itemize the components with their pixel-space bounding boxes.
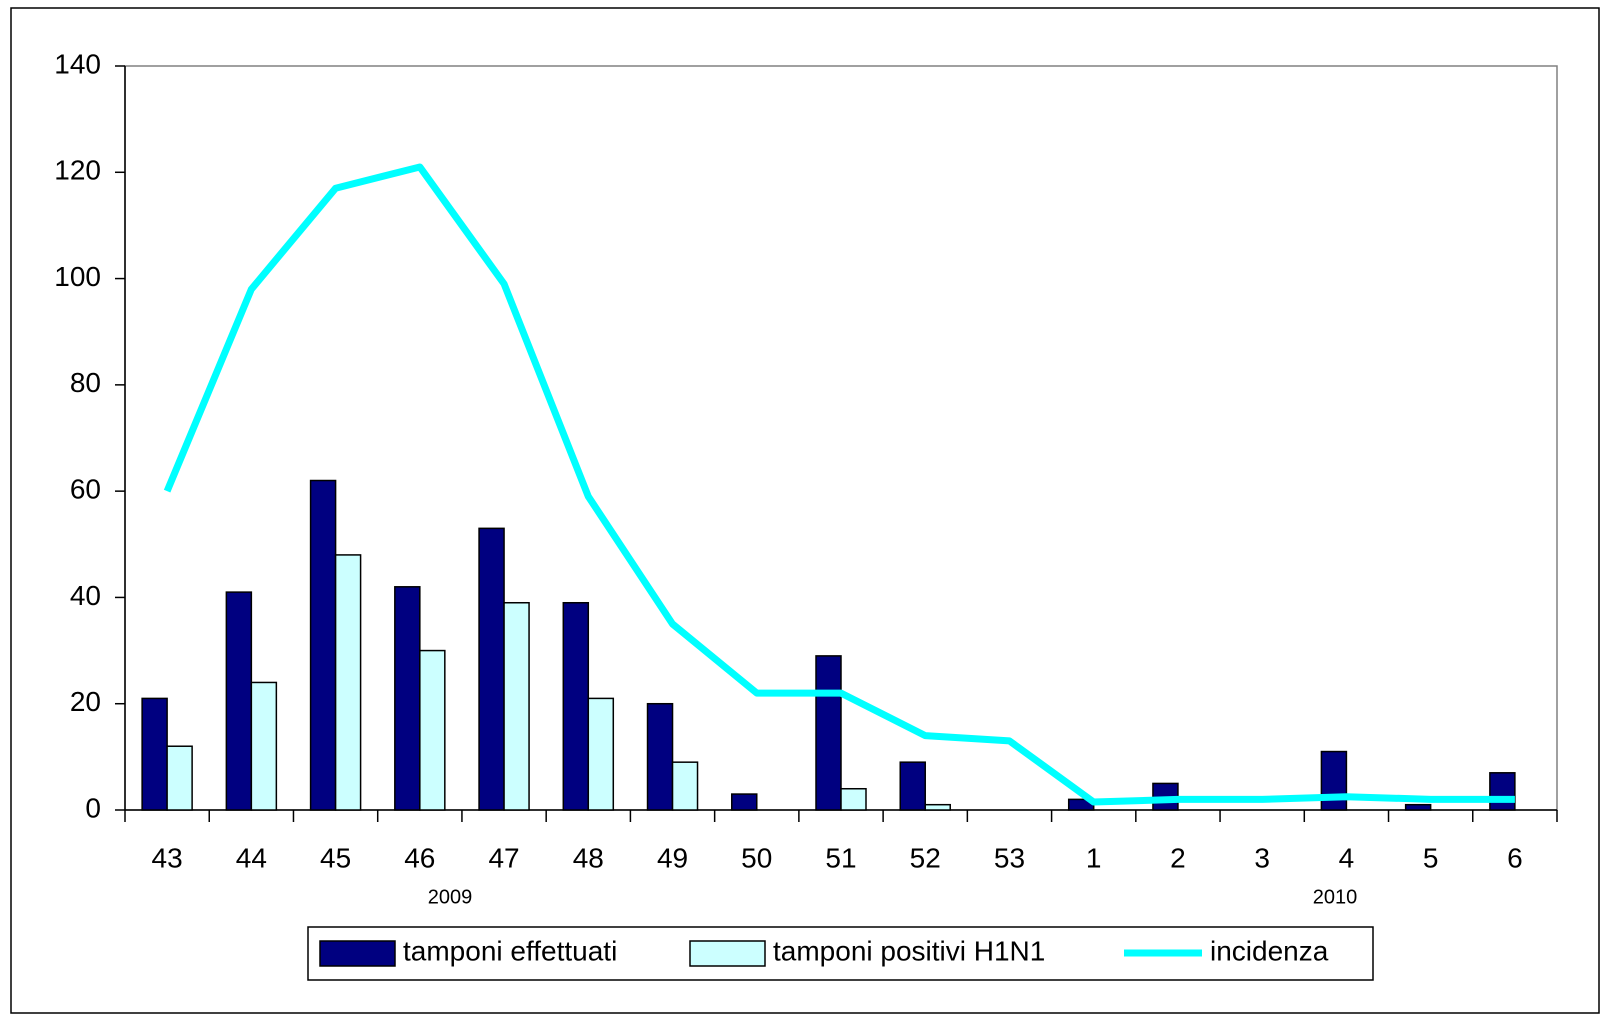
legend-swatch <box>689 940 766 967</box>
bar <box>166 745 193 811</box>
bar <box>731 793 758 811</box>
legend-label: tamponi positivi H1N1 <box>773 935 1045 966</box>
x-tick-label: 44 <box>236 842 267 873</box>
bar <box>587 697 615 811</box>
legend-swatch <box>319 940 396 967</box>
chart-frame <box>10 7 1600 1014</box>
bar <box>225 591 253 811</box>
x-tick-label: 50 <box>741 842 772 873</box>
bar <box>141 697 168 811</box>
x-tick-label: 45 <box>320 842 351 873</box>
x-tick-label: 1 <box>1086 842 1102 873</box>
line <box>163 163 1515 806</box>
y-tick-label: 60 <box>70 474 101 505</box>
x-tick-label: 47 <box>488 842 519 873</box>
x-tick-label: 2 <box>1170 842 1186 873</box>
bar <box>562 601 590 811</box>
x-tick-label: 6 <box>1507 842 1523 873</box>
bar <box>309 479 337 811</box>
bar <box>899 761 926 811</box>
bar <box>840 787 867 811</box>
x-tick-label: 43 <box>152 842 183 873</box>
x-tick-label: 48 <box>573 842 604 873</box>
y-tick-label: 120 <box>54 155 101 186</box>
x-group-label: 2009 <box>428 886 473 908</box>
y-tick-label: 0 <box>85 792 101 823</box>
bar <box>671 761 699 811</box>
x-tick-label: 46 <box>404 842 435 873</box>
bar <box>478 527 505 811</box>
legend-label: incidenza <box>1210 935 1329 966</box>
bar <box>1404 803 1432 811</box>
y-tick-label: 80 <box>70 367 101 398</box>
x-tick-label: 51 <box>825 842 856 873</box>
y-tick-label: 140 <box>54 48 101 79</box>
x-tick-label: 53 <box>994 842 1025 873</box>
x-tick-label: 52 <box>910 842 941 873</box>
bar <box>334 554 362 811</box>
bar <box>924 803 951 811</box>
legend-label: tamponi effettuati <box>403 935 617 966</box>
bar <box>815 655 842 811</box>
bar <box>250 681 278 811</box>
bar <box>1489 772 1516 811</box>
bar <box>394 586 421 811</box>
x-tick-label: 3 <box>1254 842 1270 873</box>
bar <box>646 702 674 811</box>
x-tick-label: 49 <box>657 842 688 873</box>
bar <box>503 601 530 811</box>
x-tick-label: 5 <box>1423 842 1439 873</box>
y-tick-label: 100 <box>54 261 101 292</box>
x-group-label: 2010 <box>1313 886 1358 908</box>
bar <box>419 649 446 811</box>
bar <box>1320 750 1348 811</box>
y-tick-label: 20 <box>70 686 101 717</box>
y-tick-label: 40 <box>70 580 101 611</box>
x-tick-label: 4 <box>1339 842 1355 873</box>
